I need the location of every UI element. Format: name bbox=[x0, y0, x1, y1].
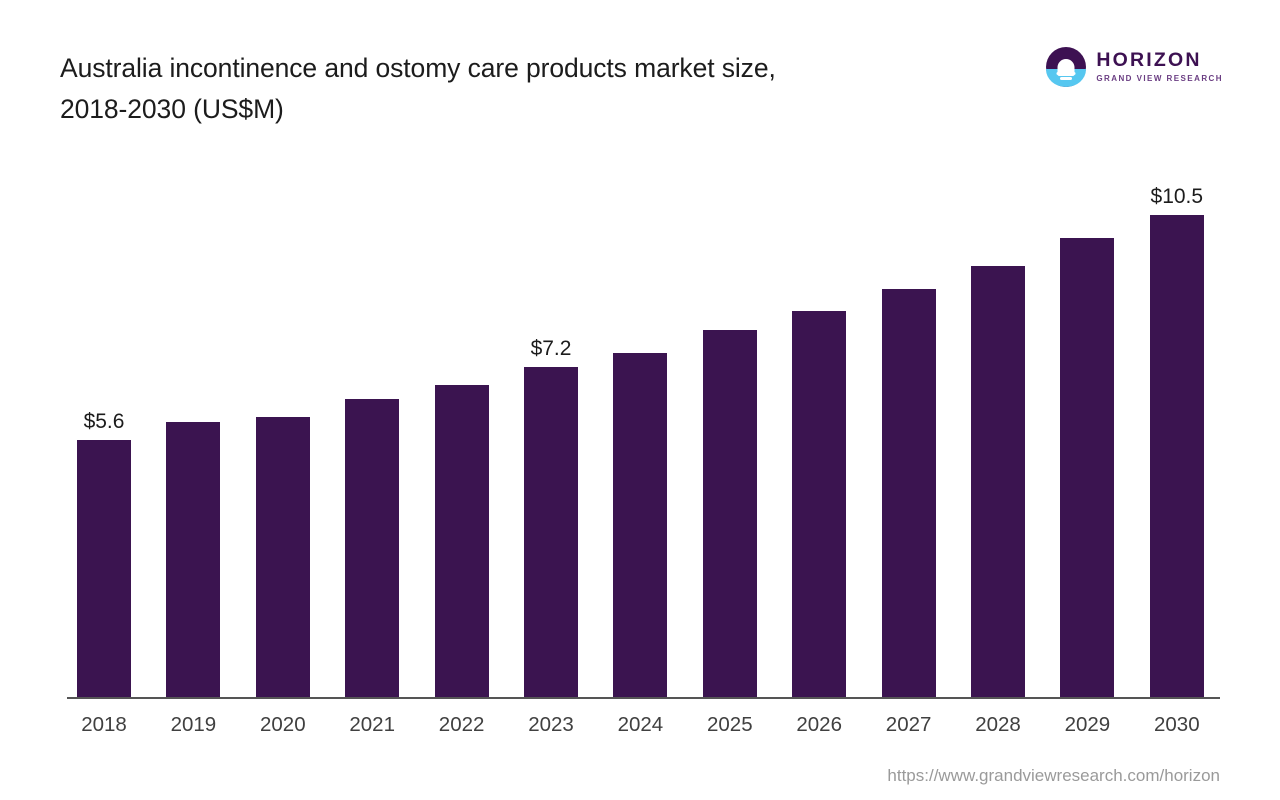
bar-group: $5.6 bbox=[77, 410, 131, 697]
bar-value-label-2018: $5.6 bbox=[83, 409, 125, 433]
bar-2025[interactable] bbox=[702, 329, 757, 697]
bar-group bbox=[166, 421, 221, 697]
x-tick-2022: 2022 bbox=[438, 713, 485, 736]
x-tick-2029: 2029 bbox=[1064, 713, 1111, 736]
bar-value-label-2023: $7.2 bbox=[530, 336, 572, 360]
bar-group bbox=[971, 265, 1025, 697]
logo-line-lower bbox=[1060, 77, 1073, 81]
bar-2026[interactable] bbox=[792, 311, 847, 697]
bar-group bbox=[345, 398, 400, 697]
logo-line-upper bbox=[1056, 72, 1076, 76]
bar-2029[interactable] bbox=[1060, 238, 1115, 697]
bar-group: $7.2 bbox=[524, 337, 578, 697]
bar-group bbox=[792, 311, 847, 697]
page-title: Australia incontinence and ostomy care p… bbox=[60, 53, 776, 124]
x-tick-2026: 2026 bbox=[796, 713, 842, 736]
logo-dome-shape bbox=[1057, 59, 1075, 76]
source-url[interactable]: https://www.grandviewresearch.com/horizo… bbox=[887, 766, 1220, 785]
bar-2027[interactable] bbox=[881, 288, 936, 697]
x-tick-2018: 2018 bbox=[81, 713, 127, 736]
bar-2021[interactable] bbox=[345, 398, 400, 697]
bar-2018[interactable] bbox=[77, 439, 131, 697]
x-tick-2021: 2021 bbox=[349, 713, 395, 736]
x-tick-2020: 2020 bbox=[259, 713, 306, 736]
bar-value-label-2030: $10.5 bbox=[1150, 185, 1204, 209]
x-tick-2028: 2028 bbox=[975, 713, 1021, 736]
x-tick-2027: 2027 bbox=[885, 713, 932, 736]
bar-group bbox=[1060, 238, 1115, 697]
bar-group bbox=[255, 417, 310, 697]
bar-group bbox=[702, 329, 757, 697]
bar-group bbox=[434, 384, 489, 697]
bar-2019[interactable] bbox=[166, 421, 221, 697]
x-tick-2019: 2019 bbox=[170, 713, 217, 736]
x-tick-2030: 2030 bbox=[1153, 713, 1200, 736]
x-tick-2025: 2025 bbox=[706, 713, 753, 736]
bar-2023[interactable] bbox=[524, 366, 578, 697]
bar-group bbox=[881, 288, 936, 697]
x-tick-2024: 2024 bbox=[617, 713, 664, 736]
bar-2028[interactable] bbox=[971, 265, 1025, 697]
bar-2024[interactable] bbox=[613, 352, 668, 697]
x-tick-2023: 2023 bbox=[528, 713, 574, 736]
horizon-sunrise-icon bbox=[1046, 47, 1087, 87]
bar-group bbox=[613, 352, 668, 697]
bar-2020[interactable] bbox=[255, 417, 310, 697]
logo-text-block: HORIZON GRAND VIEW RESEARCH bbox=[1096, 51, 1223, 83]
chart-header: Australia incontinence and ostomy care p… bbox=[0, 0, 1280, 150]
x-axis-line bbox=[67, 697, 1220, 699]
brand-logo: HORIZON GRAND VIEW RESEARCH bbox=[1046, 47, 1223, 87]
logo-wordmark: HORIZON bbox=[1096, 49, 1202, 72]
logo-tagline: GRAND VIEW RESEARCH bbox=[1096, 73, 1223, 83]
bar-2022[interactable] bbox=[434, 384, 489, 697]
bar-2030[interactable] bbox=[1149, 215, 1204, 697]
bar-group: $10.5 bbox=[1149, 185, 1204, 697]
